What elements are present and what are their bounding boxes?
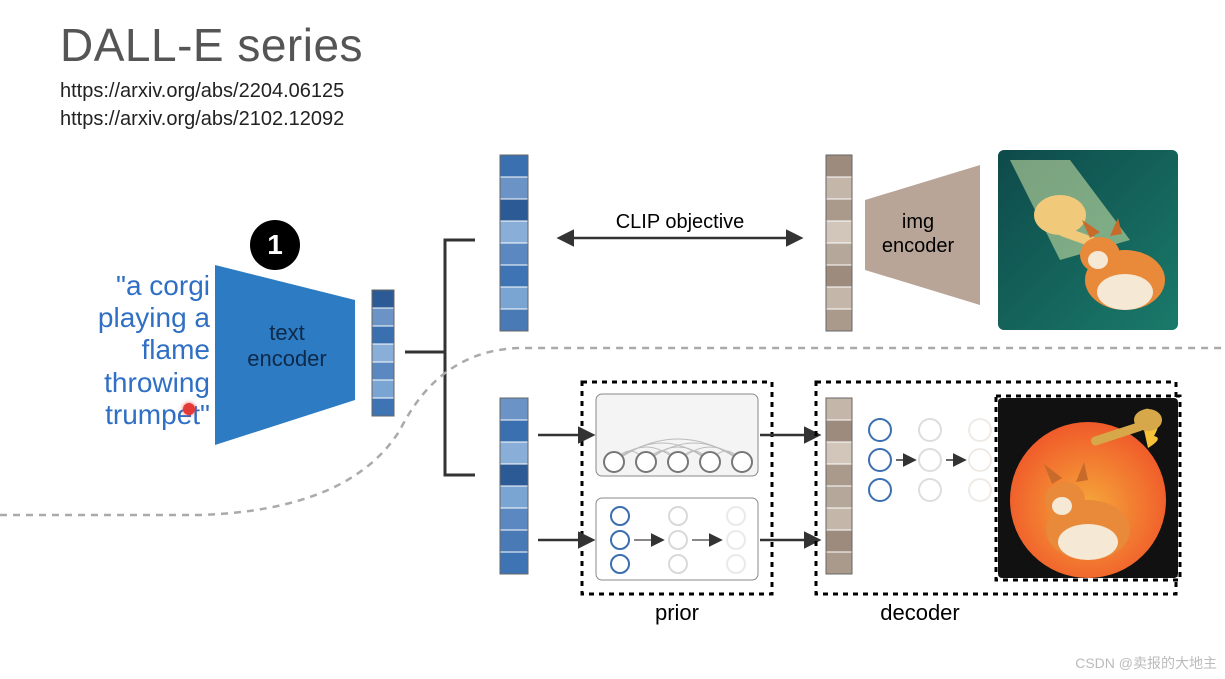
text-embedding-vector [372,290,394,416]
watermark: CSDN @卖报的大地主 [1075,653,1217,673]
architecture-diagram: textencoder CLIP objective imgencoder pr… [0,0,1225,679]
output-image-bottom [996,396,1180,580]
prior-label: prior [655,600,699,625]
diffusion-steps-icon [869,419,991,501]
clip-text-vector-top [500,155,528,331]
bracket-icon [405,240,475,475]
output-image-top [998,150,1178,330]
clip-image-vector-top [826,155,852,331]
decoder-label: decoder [880,600,960,625]
step-badge-1: 1 [250,220,300,270]
clip-objective-label: CLIP objective [616,211,745,233]
clip-image-vector-bottom [826,398,852,574]
clip-text-vector-bottom [500,398,528,574]
